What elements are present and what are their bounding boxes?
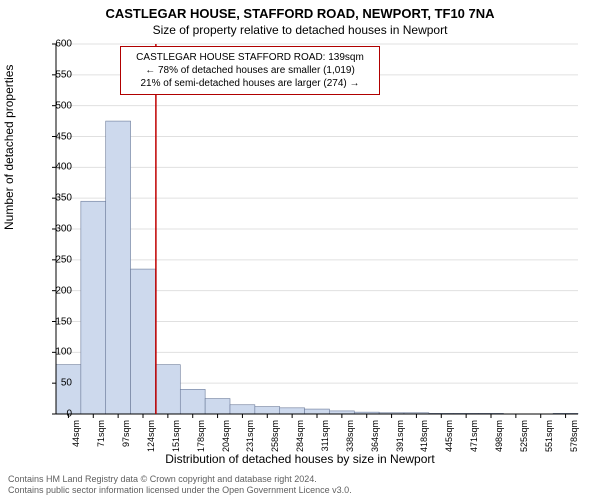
- x-tick-label: 364sqm: [370, 420, 380, 452]
- x-tick-label: 471sqm: [469, 420, 479, 452]
- x-tick-label: 418sqm: [419, 420, 429, 452]
- footer-line1: Contains HM Land Registry data © Crown c…: [8, 474, 352, 485]
- annotation-line1: CASTLEGAR HOUSE STAFFORD ROAD: 139sqm: [127, 51, 373, 64]
- annotation-line2: ← 78% of detached houses are smaller (1,…: [127, 64, 373, 77]
- x-tick-label: 498sqm: [494, 420, 504, 452]
- marker-annotation: CASTLEGAR HOUSE STAFFORD ROAD: 139sqm ← …: [120, 46, 380, 95]
- x-tick-label: 525sqm: [519, 420, 529, 452]
- x-tick-label: 44sqm: [71, 420, 81, 447]
- y-tick-label: 550: [32, 69, 72, 80]
- x-tick-label: 258sqm: [270, 420, 280, 452]
- y-tick-label: 250: [32, 254, 72, 265]
- y-tick-label: 100: [32, 347, 72, 358]
- footer-attribution: Contains HM Land Registry data © Crown c…: [8, 474, 352, 496]
- chart-title-sub: Size of property relative to detached ho…: [0, 23, 600, 37]
- chart-title-block: CASTLEGAR HOUSE, STAFFORD ROAD, NEWPORT,…: [0, 0, 600, 37]
- x-tick-label: 178sqm: [196, 420, 206, 452]
- chart-area: [56, 44, 578, 414]
- x-axis-label: Distribution of detached houses by size …: [0, 452, 600, 466]
- y-tick-label: 400: [32, 162, 72, 173]
- footer-line2: Contains public sector information licen…: [8, 485, 352, 496]
- x-tick-label: 551sqm: [544, 420, 554, 452]
- y-axis-label: Number of detached properties: [2, 65, 16, 230]
- y-tick-label: 450: [32, 131, 72, 142]
- y-tick-label: 50: [32, 378, 72, 389]
- y-tick-label: 500: [32, 100, 72, 111]
- annotation-line3: 21% of semi-detached houses are larger (…: [127, 77, 373, 90]
- y-tick-label: 200: [32, 285, 72, 296]
- x-tick-label: 445sqm: [444, 420, 454, 452]
- y-tick-label: 150: [32, 316, 72, 327]
- y-tick-label: 350: [32, 193, 72, 204]
- x-tick-label: 204sqm: [221, 420, 231, 452]
- chart-title-main: CASTLEGAR HOUSE, STAFFORD ROAD, NEWPORT,…: [0, 6, 600, 21]
- y-tick-label: 300: [32, 224, 72, 235]
- x-tick-label: 338sqm: [345, 420, 355, 452]
- x-tick-label: 391sqm: [395, 420, 405, 452]
- x-tick-label: 284sqm: [295, 420, 305, 452]
- x-tick-label: 151sqm: [171, 420, 181, 452]
- x-tick-label: 231sqm: [245, 420, 255, 452]
- x-tick-label: 578sqm: [569, 420, 579, 452]
- x-tick-label: 124sqm: [146, 420, 156, 452]
- x-tick-label: 97sqm: [121, 420, 131, 447]
- y-tick-label: 0: [32, 409, 72, 420]
- y-tick-label: 600: [32, 39, 72, 50]
- histogram-plot: [56, 44, 578, 414]
- x-tick-label: 311sqm: [320, 420, 330, 451]
- x-tick-label: 71sqm: [96, 420, 106, 447]
